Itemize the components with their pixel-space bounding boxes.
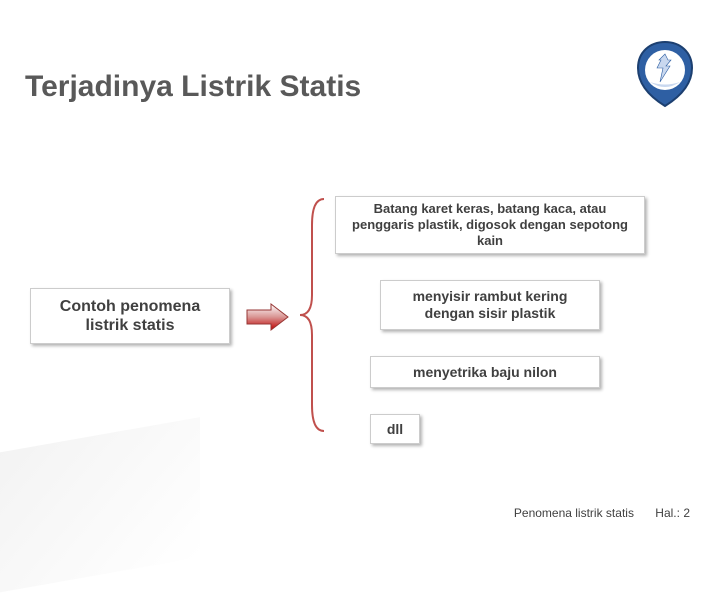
footer: Penomena listrik statis Hal.: 2 (514, 506, 690, 520)
example-box-2: menyisir rambut kering dengan sisir plas… (380, 280, 600, 330)
logo-icon (630, 40, 700, 110)
footer-topic: Penomena listrik statis (514, 506, 634, 520)
main-concept-box: Contoh penomenalistrik statis (30, 288, 230, 344)
bracket-icon (298, 195, 326, 435)
example-label: menyetrika baju nilon (413, 364, 557, 380)
example-label: Batang karet keras, batang kaca, atau pe… (346, 201, 634, 250)
bracket (298, 195, 326, 435)
main-concept-label: Contoh penomenalistrik statis (60, 297, 200, 335)
example-box-4: dll (370, 414, 420, 444)
example-box-1: Batang karet keras, batang kaca, atau pe… (335, 196, 645, 254)
logo (630, 40, 700, 110)
page-title: Terjadinya Listrik Statis (25, 70, 361, 104)
arrow (245, 302, 290, 332)
example-label: menyisir rambut kering dengan sisir plas… (391, 288, 589, 323)
example-label: dll (387, 421, 403, 437)
footer-page-number: 2 (683, 506, 690, 520)
footer-page-label: Hal.: (655, 506, 680, 520)
arrow-icon (245, 302, 290, 332)
example-box-3: menyetrika baju nilon (370, 356, 600, 388)
background-decoration (0, 417, 200, 603)
